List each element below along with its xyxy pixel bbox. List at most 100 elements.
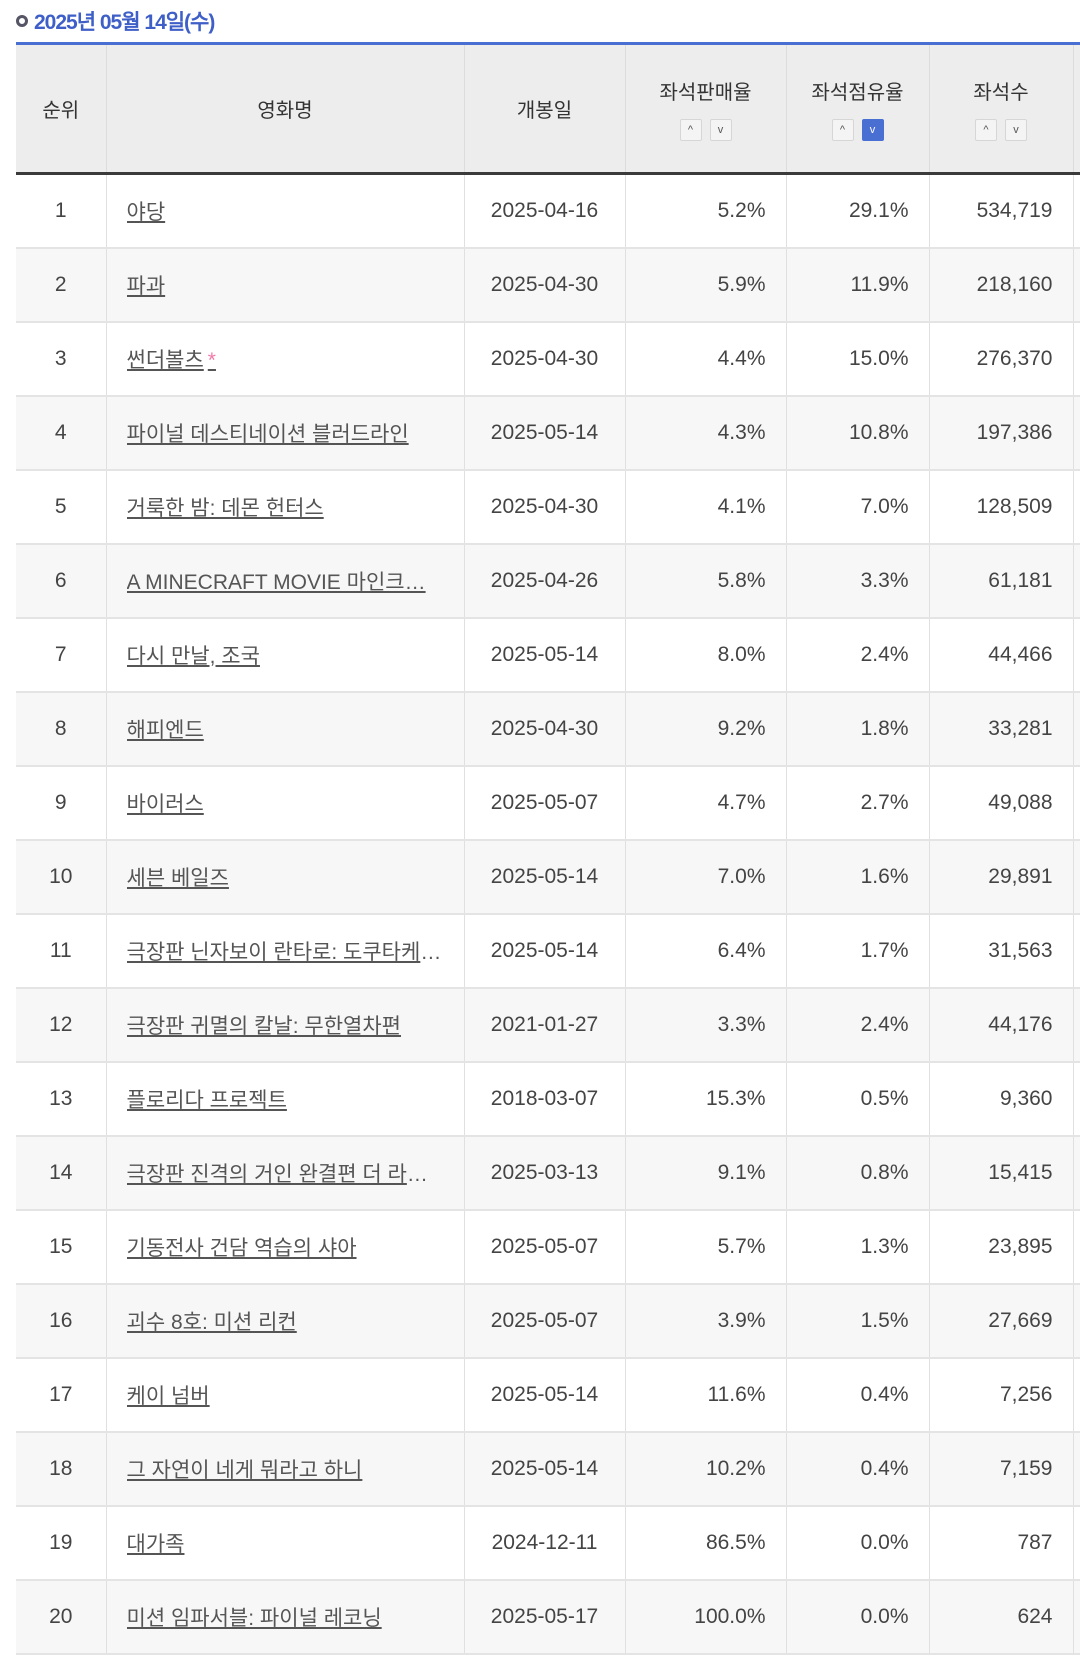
movie-title-link[interactable]: 거룩한 밤: 데몬 헌터스 [127,492,444,522]
seat-count: 7,256 [928,1357,1073,1433]
movie-title-link[interactable]: 미션 임파서블: 파이널 레코닝 [127,1602,444,1632]
movie-cell: 극장판 진격의 거인 완결편 더 라스… [105,1135,464,1211]
movie-title-link[interactable]: 세븐 베일즈 [127,862,444,892]
release-date: 2025-03-13 [463,1135,625,1211]
seat-share: 2.4% [785,617,929,693]
header-release: 개봉일 [463,43,625,175]
rank: 9 [16,765,106,841]
extra-cell [1072,765,1080,841]
release-date: 2025-05-14 [463,913,625,989]
seat-count: 7,159 [928,1431,1073,1507]
seat-share: 0.8% [785,1135,929,1211]
seat-count: 9,360 [928,1061,1073,1137]
movie-title: 케이 넘버 [126,1384,210,1408]
extra-cell [1072,1209,1080,1285]
seat-share: 0.5% [785,1061,929,1137]
extra-cell [1072,1283,1080,1359]
seat-count: 276,370 [928,321,1073,397]
movie-title-link[interactable]: 파과 [127,270,444,300]
release-date: 2024-12-11 [463,1505,625,1581]
movie-title-link[interactable]: 괴수 8호: 미션 리컨 [127,1306,444,1336]
movie-title-link[interactable]: 파이널 데스티네이션 블러드라인 [127,418,444,448]
movie-title-link[interactable]: 극장판 귀멸의 칼날: 무한열차편 [127,1010,444,1040]
seat-count: 44,466 [928,617,1073,693]
movie-title: A MINECRAFT MOVIE 마인크… [126,570,426,594]
movie-cell: 기동전사 건담 역습의 샤아 [105,1209,464,1285]
movie-title-link[interactable]: 다시 만날, 조국 [127,640,444,670]
seat-share: 1.6% [785,839,929,915]
movie-title: 거룩한 밤: 데몬 헌터스 [126,496,324,520]
release-date: 2025-04-30 [463,247,625,323]
seat-sales-rate: 100.0% [624,1579,786,1655]
movie-title-link[interactable]: 극장판 진격의 거인 완결편 더 라스… [127,1158,444,1188]
movie-title-link[interactable]: 대가족 [127,1528,444,1558]
movie-title-link[interactable]: 바이러스 [127,788,444,818]
table-row: 20 미션 임파서블: 파이널 레코닝 2025-05-17 100.0% 0.0% 62… [16,1579,1080,1655]
movie-title: 미션 임파서블: 파이널 레코닝 [126,1606,382,1630]
header-seats: 좌석수 ^ v [928,43,1073,175]
movie-title: 파이널 데스티네이션 블러드라인 [126,422,409,446]
table-row: 6 A MINECRAFT MOVIE 마인크… 2025-04-26 5.8% 3.3… [16,543,1080,619]
movie-title-link[interactable]: 썬더볼츠 * [127,344,444,374]
movie-title-link[interactable]: A MINECRAFT MOVIE 마인크… [127,566,444,596]
movie-title: 극장판 진격의 거인 완결편 더 라스… [126,1162,444,1186]
rank: 19 [16,1505,106,1581]
movie-title-link[interactable]: 케이 넘버 [127,1380,444,1410]
seat-count: 23,895 [928,1209,1073,1285]
rank: 5 [16,469,106,545]
table-row: 12 극장판 귀멸의 칼날: 무한열차편 2021-01-27 3.3% 2.4% 44,… [16,987,1080,1063]
movie-title-link[interactable]: 야당 [127,196,444,226]
movie-cell: 극장판 귀멸의 칼날: 무한열차편 [105,987,464,1063]
movie-title-link[interactable]: 그 자연이 네게 뭐라고 하니 [127,1454,444,1484]
rank: 8 [16,691,106,767]
sort-asc-button[interactable]: ^ [975,119,997,141]
date-heading: 2025년 05월 14일(수) [16,6,215,36]
extra-cell [1072,247,1080,323]
extra-cell [1072,617,1080,693]
sort-desc-button-active[interactable]: v [861,119,884,141]
extra-cell [1072,839,1080,915]
movie-title: 바이러스 [126,792,204,816]
table-row: 7 다시 만날, 조국 2025-05-14 8.0% 2.4% 44,466 [16,617,1080,693]
rank: 7 [16,617,106,693]
rank: 1 [16,173,106,249]
movie-cell: 야당 [105,173,464,249]
sort-asc-button[interactable]: ^ [831,119,854,141]
movie-title-link[interactable]: 기동전사 건담 역습의 샤아 [127,1232,444,1262]
seat-sales-rate: 8.0% [624,617,786,693]
seat-count: 33,281 [928,691,1073,767]
header-extra [1072,43,1080,175]
movie-title-link[interactable]: 극장판 닌자보이 란타로: 도쿠타케… [127,936,444,966]
seat-count: 27,669 [928,1283,1073,1359]
table-row: 15 기동전사 건담 역습의 샤아 2025-05-07 5.7% 1.3% 23,895 [16,1209,1080,1285]
seat-count: 218,160 [928,247,1073,323]
seat-count: 534,719 [928,173,1073,249]
rank: 12 [16,987,106,1063]
release-date: 2018-03-07 [463,1061,625,1137]
sort-asc-button[interactable]: ^ [679,119,702,141]
sort-desc-button[interactable]: v [709,119,732,141]
extra-cell [1072,1505,1080,1581]
seat-share: 1.7% [785,913,929,989]
seat-share: 3.3% [785,543,929,619]
movie-title: 그 자연이 네게 뭐라고 하니 [126,1458,363,1482]
movie-cell: A MINECRAFT MOVIE 마인크… [105,543,464,619]
rank: 2 [16,247,106,323]
movie-cell: 세븐 베일즈 [105,839,464,915]
table-row: 18 그 자연이 네게 뭐라고 하니 2025-05-14 10.2% 0.4% 7,15… [16,1431,1080,1507]
sort-desc-button[interactable]: v [1005,119,1027,141]
movie-title: 극장판 닌자보이 란타로: 도쿠타케… [126,940,442,964]
table-row: 10 세븐 베일즈 2025-05-14 7.0% 1.6% 29,891 [16,839,1080,915]
release-date: 2025-05-07 [463,765,625,841]
release-date: 2021-01-27 [463,987,625,1063]
movie-title-link[interactable]: 플로리다 프로젝트 [127,1084,444,1114]
extra-cell [1072,543,1080,619]
seat-share: 0.0% [785,1579,929,1655]
movie-cell: 그 자연이 네게 뭐라고 하니 [105,1431,464,1507]
rank: 20 [16,1579,106,1655]
extra-cell [1072,173,1080,249]
release-date: 2025-05-07 [463,1209,625,1285]
movie-title-link[interactable]: 해피엔드 [127,714,444,744]
extra-cell [1072,691,1080,767]
seat-count: 44,176 [928,987,1073,1063]
